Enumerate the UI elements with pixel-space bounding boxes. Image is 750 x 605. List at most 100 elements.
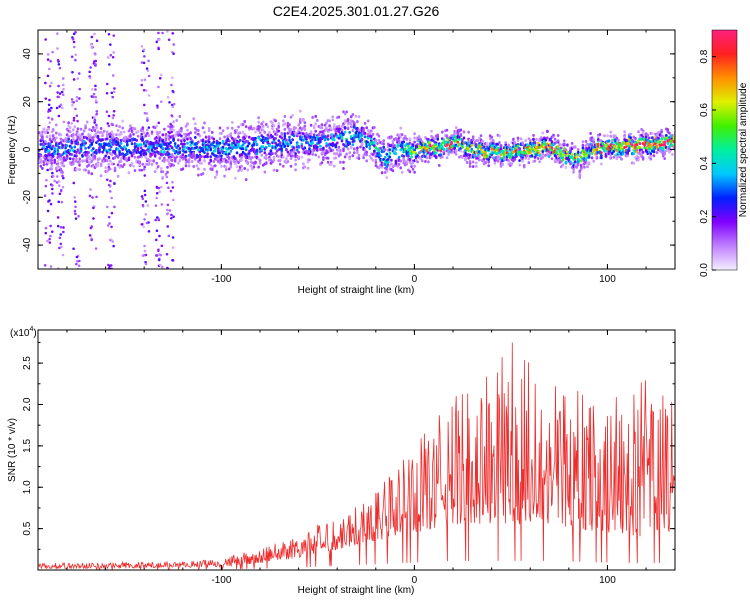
spectrogram-cell bbox=[48, 137, 52, 141]
spectrogram-cell bbox=[356, 151, 359, 155]
spectrogram-cell bbox=[280, 149, 283, 153]
spectrogram-cell bbox=[72, 157, 75, 161]
spectrogram-cell bbox=[38, 131, 41, 135]
spectrogram-cell bbox=[404, 147, 407, 151]
spectrogram-cell bbox=[39, 164, 43, 168]
spectrogram-cell bbox=[211, 168, 214, 171]
spectrogram-cell bbox=[168, 209, 172, 212]
spectrogram-cell bbox=[510, 147, 514, 151]
spectrogram-cell bbox=[214, 175, 217, 179]
spectrogram-cell bbox=[175, 146, 178, 150]
spectrogram-cell bbox=[46, 131, 50, 134]
spectrogram-cell bbox=[45, 179, 48, 182]
spectrogram-cell bbox=[109, 148, 112, 152]
spectrogram-cell bbox=[522, 165, 526, 169]
spectrogram-cell bbox=[53, 152, 56, 156]
spectrogram-cell bbox=[234, 157, 237, 161]
spectrogram-cell bbox=[44, 140, 47, 144]
spectrogram-cell bbox=[149, 144, 152, 148]
spectrogram-cell bbox=[110, 211, 114, 215]
spectrogram-cell bbox=[130, 142, 134, 146]
spectrogram-cell bbox=[459, 134, 463, 137]
spectrogram-cell bbox=[58, 66, 62, 70]
spectrogram-cell bbox=[150, 130, 154, 134]
spectrogram-cell bbox=[282, 119, 285, 123]
spectrogram-cell bbox=[334, 156, 338, 160]
spectrogram-cell bbox=[300, 144, 304, 148]
spectrogram-cell bbox=[195, 164, 199, 168]
spectrogram-cell bbox=[57, 200, 60, 204]
spectrogram-cell bbox=[342, 160, 345, 164]
spectrogram-cell bbox=[145, 89, 148, 92]
spectrogram-cell bbox=[316, 148, 319, 152]
spectrogram-cell bbox=[89, 157, 92, 161]
spectrogram-cell bbox=[576, 150, 580, 154]
spectrogram-cell bbox=[297, 123, 300, 127]
spectrogram-cell bbox=[263, 170, 267, 174]
spectrogram-cell bbox=[234, 137, 237, 141]
spectrogram-cell bbox=[377, 134, 381, 138]
spectrogram-cell bbox=[132, 164, 135, 168]
spectrogram-cell bbox=[183, 139, 186, 143]
spectrogram-cell bbox=[149, 159, 152, 163]
spectrogram-cell bbox=[430, 129, 433, 133]
spectrogram-cell bbox=[170, 146, 174, 150]
spectrogram-cell bbox=[439, 149, 443, 153]
spectrogram-cell bbox=[416, 160, 419, 164]
spectrogram-cell bbox=[88, 128, 91, 131]
spectrogram-cell bbox=[575, 165, 578, 169]
spectrogram-cell bbox=[61, 170, 64, 174]
spectrogram-x-tick-label: 0 bbox=[412, 274, 418, 285]
spectrogram-cell bbox=[436, 133, 439, 137]
spectrogram-cell bbox=[143, 193, 147, 197]
spectrogram-cell bbox=[334, 144, 338, 148]
spectrogram-cell bbox=[243, 137, 246, 140]
spectrogram-cell bbox=[328, 146, 331, 150]
spectrogram-cell bbox=[303, 146, 307, 150]
spectrogram-cell bbox=[294, 162, 297, 166]
spectrogram-cell bbox=[254, 140, 257, 144]
spectrogram-cell bbox=[141, 126, 145, 130]
spectrogram-cell bbox=[351, 154, 355, 158]
spectrogram-cell bbox=[207, 127, 211, 130]
spectrogram-cell bbox=[353, 121, 356, 125]
spectrogram-cell bbox=[626, 154, 629, 158]
spectrogram-cell bbox=[112, 34, 115, 37]
spectrogram-cell bbox=[203, 159, 206, 162]
spectrogram-cell bbox=[376, 142, 379, 145]
spectrogram-cell bbox=[283, 128, 287, 131]
spectrogram-cell bbox=[277, 125, 280, 128]
spectrogram-cell bbox=[143, 103, 146, 107]
spectrogram-cell bbox=[175, 119, 178, 122]
spectrogram-cell bbox=[166, 266, 169, 269]
spectrogram-cell bbox=[240, 168, 243, 172]
spectrogram-cell bbox=[553, 137, 557, 141]
spectrogram-cell bbox=[161, 133, 165, 137]
spectrogram-cell bbox=[493, 161, 497, 165]
spectrogram-cell bbox=[288, 123, 291, 127]
spectrogram-cell bbox=[346, 147, 350, 151]
spectrogram-cell bbox=[166, 225, 169, 228]
spectrogram-cell bbox=[65, 144, 69, 148]
spectrogram-cell bbox=[112, 51, 115, 54]
spectrogram-cell bbox=[292, 134, 296, 138]
spectrogram-cell bbox=[490, 135, 494, 139]
spectrogram-cell bbox=[353, 151, 356, 155]
spectrogram-cell bbox=[360, 137, 364, 141]
spectrogram-cell bbox=[58, 246, 61, 250]
spectrogram-cell bbox=[183, 145, 186, 149]
spectrogram-cell bbox=[234, 131, 237, 135]
spectrogram-cell bbox=[51, 134, 55, 138]
snr-y-label: SNR (10 * v/v) bbox=[7, 418, 18, 482]
spectrogram-panel: -100 0 100 -40 -20 0 20 40 Height of straight … bbox=[7, 29, 676, 296]
spectrogram-cell bbox=[641, 150, 645, 154]
spectrogram-cell bbox=[109, 135, 112, 139]
spectrogram-cell bbox=[272, 155, 276, 159]
spectrogram-cell bbox=[144, 200, 148, 203]
spectrogram-cell bbox=[65, 157, 69, 161]
spectrogram-cell bbox=[470, 144, 473, 147]
spectrogram-cell bbox=[235, 151, 239, 155]
spectrogram-cell bbox=[229, 149, 233, 153]
spectrogram-cell bbox=[111, 240, 114, 243]
spectrogram-cell bbox=[90, 143, 94, 146]
